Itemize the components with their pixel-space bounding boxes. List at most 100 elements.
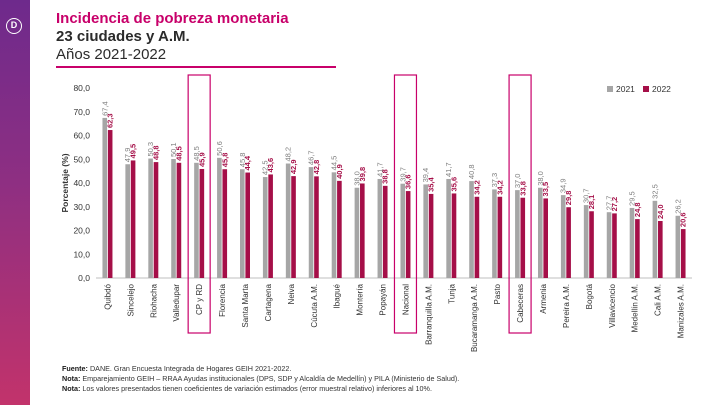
- x-tick-label: Santa Marta: [241, 283, 250, 327]
- bar-2021: [629, 207, 635, 278]
- data-label-2021: 46,7: [307, 150, 316, 165]
- bar-2022: [543, 198, 548, 278]
- data-label-2022: 35,4: [427, 176, 436, 191]
- x-tick-label: Montería: [356, 283, 365, 315]
- bar-2022: [222, 169, 228, 278]
- data-label-2021: 41,7: [444, 162, 453, 177]
- bar-2022: [107, 130, 113, 278]
- data-label-2022: 35,6: [450, 177, 459, 192]
- bar-2021: [148, 158, 153, 278]
- y-tick-label: 80,0: [73, 83, 90, 93]
- data-label-2022: 45,8: [220, 153, 229, 168]
- legend-swatch-2021: [607, 86, 613, 92]
- bar-2022: [520, 197, 526, 278]
- data-label-2021: 27,7: [605, 196, 614, 211]
- bar-2021: [675, 215, 681, 278]
- data-label-2022: 42,9: [289, 160, 298, 175]
- bar-2022: [566, 207, 571, 278]
- data-label-2021: 48,2: [284, 147, 293, 162]
- data-label-2021: 40,8: [467, 164, 476, 179]
- legend-swatch-2022: [643, 86, 649, 92]
- bar-2021: [125, 164, 130, 278]
- data-label-2021: 29,5: [627, 191, 636, 206]
- x-tick-label: Tunja: [447, 283, 456, 303]
- data-label-2021: 50,6: [215, 141, 224, 156]
- bar-2022: [176, 162, 182, 278]
- data-label-2022: 44,4: [243, 155, 252, 170]
- x-tick-label: Ibagué: [333, 283, 342, 308]
- data-label-2021: 50,3: [146, 142, 155, 157]
- data-label-2022: 33,8: [518, 181, 527, 196]
- y-tick-label: 20,0: [73, 226, 90, 236]
- data-label-2021: 30,7: [582, 188, 591, 203]
- x-tick-label: Armenia: [539, 283, 548, 313]
- bar-2022: [428, 193, 434, 278]
- footer-note-2-text: Los valores presentados tienen coeficien…: [82, 384, 432, 393]
- data-label-2021: 37,0: [513, 174, 522, 189]
- data-label-2021: 34,9: [559, 179, 568, 194]
- bar-2022: [268, 174, 273, 278]
- bar-2022: [612, 213, 617, 278]
- x-tick-label: Medellín A.M.: [631, 284, 640, 332]
- footer-note-1: Nota: Emparejamiento GEIH – RRAA Ayudas …: [62, 374, 459, 383]
- x-tick-label: Pereira A.M.: [562, 284, 571, 328]
- data-label-2022: 48,8: [152, 145, 161, 160]
- x-tick-label: Popayán: [379, 284, 388, 316]
- chart-subtitle: 23 ciudades y A.M.: [56, 28, 190, 45]
- footer-note-2-label: Nota:: [62, 384, 81, 393]
- bar-2021: [538, 187, 543, 278]
- x-tick-label: CP y RD: [195, 284, 204, 315]
- bar-2022: [291, 176, 296, 278]
- bar-2021: [194, 162, 199, 278]
- bar-2021: [285, 163, 291, 278]
- x-tick-label: Neiva: [287, 283, 296, 304]
- highlight-box: [393, 74, 418, 334]
- bar-2021: [606, 212, 612, 278]
- decorative-side-band: D: [0, 0, 30, 405]
- bar-2021: [102, 117, 108, 278]
- data-label-2021: 45,8: [238, 153, 247, 168]
- x-tick-label: Cartagena: [264, 283, 273, 321]
- x-tick-label: Quibdó: [103, 283, 112, 309]
- bar-2022: [635, 219, 640, 278]
- bar-2021: [652, 200, 658, 278]
- data-label-2022: 45,9: [197, 152, 206, 167]
- data-label-2022: 24,8: [633, 202, 642, 217]
- x-tick-label: Bucaramanga A.M.: [470, 284, 479, 352]
- bar-2022: [680, 229, 686, 278]
- footer-note-1-label: Nota:: [62, 374, 81, 383]
- x-tick-label: Villavicencio: [608, 283, 617, 327]
- footer-source: Fuente: DANE. Gran Encuesta Integrada de…: [62, 364, 291, 373]
- x-tick-label: Cúcuta A.M.: [310, 284, 319, 328]
- bar-2022: [199, 168, 205, 278]
- y-tick-label: 10,0: [73, 249, 90, 259]
- data-label-2022: 49,5: [129, 144, 138, 159]
- bar-2022: [153, 162, 159, 278]
- footer-note-2: Nota: Los valores presentados tienen coe…: [62, 384, 432, 393]
- bar-2021: [262, 177, 268, 278]
- bar-2021: [515, 190, 520, 278]
- y-tick-label: 50,0: [73, 154, 90, 164]
- chart-title: Incidencia de pobreza monetaria: [56, 10, 289, 27]
- data-label-2021: 26,2: [673, 199, 682, 214]
- x-tick-label: Cabeceras: [516, 284, 525, 323]
- data-label-2021: 39,7: [398, 167, 407, 182]
- data-label-2022: 36,6: [404, 174, 413, 189]
- bar-2021: [423, 184, 428, 278]
- bar-2021: [469, 181, 474, 278]
- bar-2021: [377, 178, 383, 278]
- data-label-2021: 41,7: [375, 162, 384, 177]
- data-label-2022: 39,8: [358, 167, 367, 182]
- data-label-2021: 38,0: [352, 171, 361, 186]
- bar-2022: [658, 221, 663, 278]
- data-label-2022: 24,0: [656, 204, 665, 219]
- bar-2022: [589, 211, 594, 278]
- bar-2021: [354, 187, 360, 278]
- bar-2022: [474, 196, 480, 278]
- dane-logo-icon: D: [6, 18, 22, 34]
- y-axis-title: Porcentaje (%): [60, 153, 70, 212]
- footer-source-label: Fuente:: [62, 364, 88, 373]
- data-label-2021: 42,5: [261, 160, 270, 175]
- data-label-2021: 32,5: [650, 184, 659, 199]
